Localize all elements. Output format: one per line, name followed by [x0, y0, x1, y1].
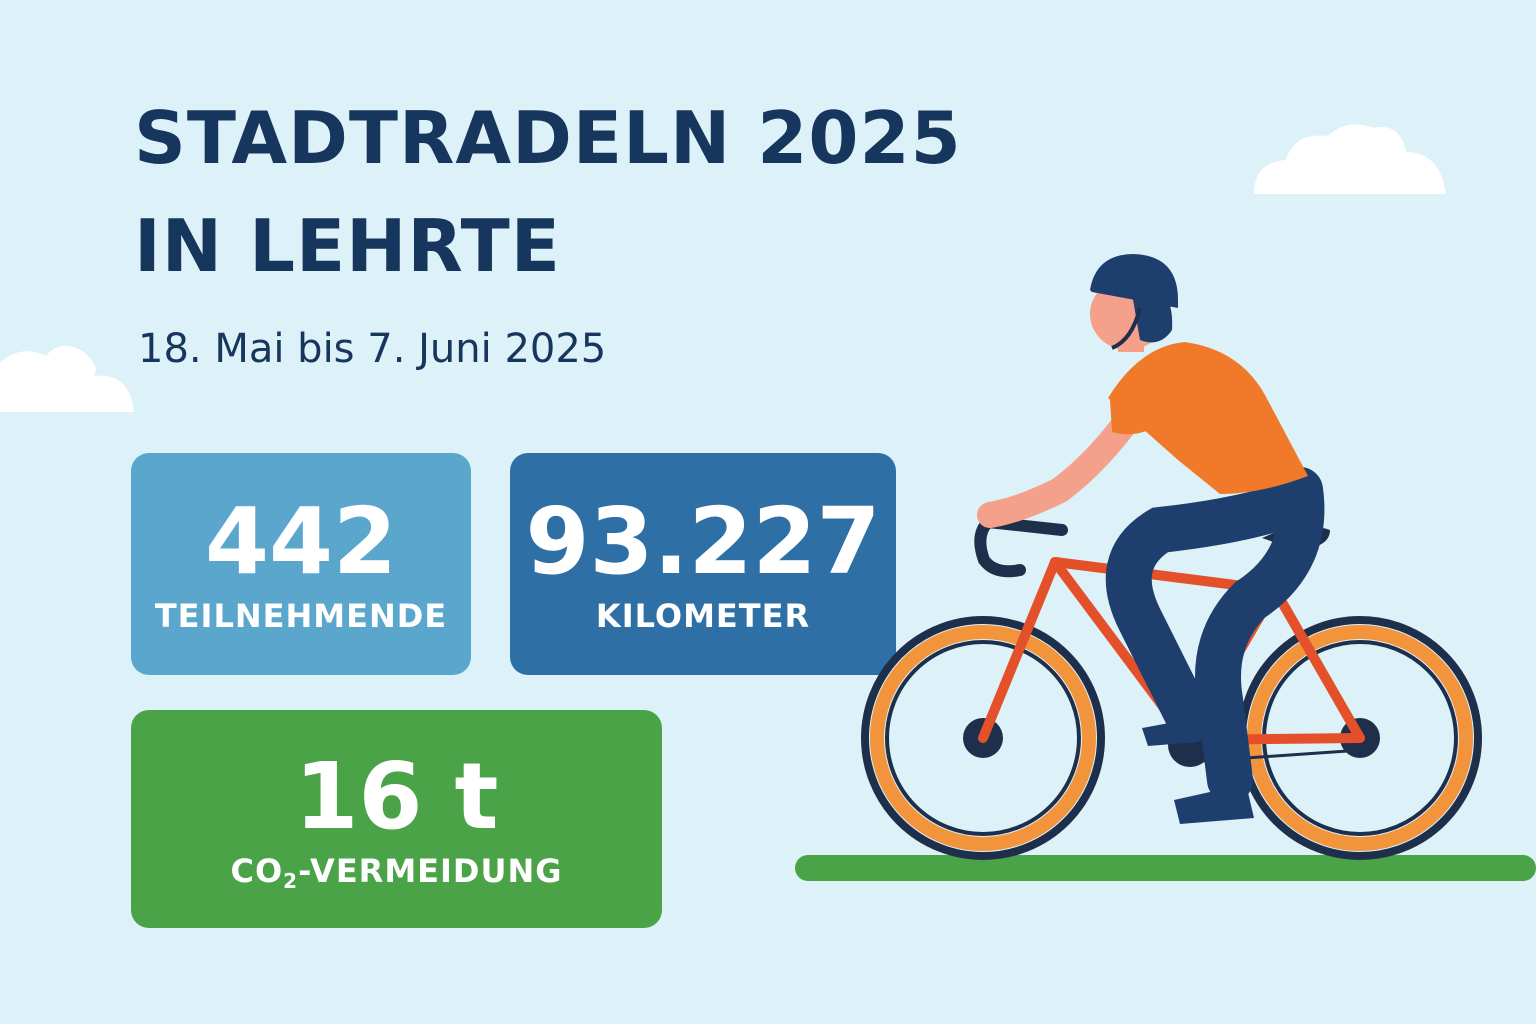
ground-line — [795, 855, 1536, 881]
participants-label: TEILNEHMENDE — [154, 597, 448, 635]
cyclist-shoe-front — [1174, 784, 1254, 824]
page-title: STADTRADELN 2025 IN LEHRTE — [134, 84, 962, 300]
co2-card: 16 t CO2-VERMEIDUNG — [131, 710, 662, 928]
participants-value: 442 — [204, 488, 398, 595]
cloud-right — [1254, 124, 1446, 194]
co2-label-subscript: 2 — [283, 869, 299, 893]
title-line-1: STADTRADELN 2025 — [134, 96, 962, 180]
rear-wheel-icon — [861, 616, 1105, 860]
cyclist-back-leg — [1105, 477, 1323, 743]
co2-label-prefix: CO — [230, 852, 284, 890]
cyclist-shirt — [1108, 342, 1308, 494]
title-line-2: IN LEHRTE — [134, 204, 561, 288]
co2-label: CO2-VERMEIDUNG — [230, 851, 562, 891]
helmet-icon — [1090, 254, 1178, 308]
kilometers-card: 93.227 KILOMETER — [510, 453, 896, 675]
co2-label-suffix: -VERMEIDUNG — [298, 852, 563, 890]
cyclist-front-leg — [1195, 467, 1325, 803]
cyclist-illustration — [795, 254, 1536, 881]
date-range: 18. Mai bis 7. Juni 2025 — [138, 326, 607, 372]
bike-handlebar — [974, 515, 1068, 578]
helmet-strap — [1111, 307, 1142, 350]
co2-value: 16 t — [294, 743, 499, 850]
cloud-left — [0, 345, 134, 412]
cyclist-shoe-back — [1142, 718, 1198, 746]
participants-card: 442 TEILNEHMENDE — [131, 453, 471, 675]
cyclist-arm — [977, 397, 1148, 528]
cyclist-sleeve — [1110, 372, 1166, 435]
kilometers-value: 93.227 — [525, 488, 881, 595]
kilometers-label: KILOMETER — [595, 597, 811, 635]
